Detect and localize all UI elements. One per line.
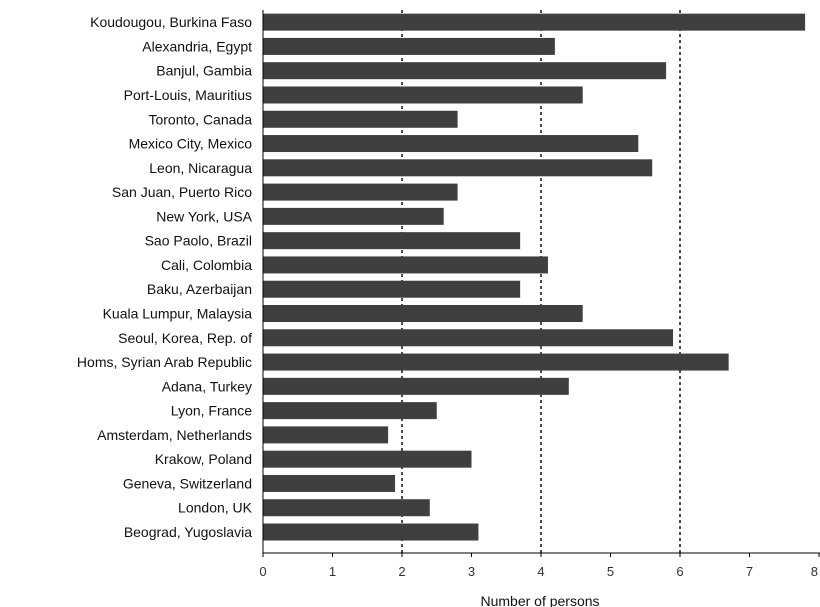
- x-tick-label-1: 1: [329, 564, 336, 579]
- x-tick-label-0: 0: [259, 564, 266, 579]
- x-tick-label-6: 6: [676, 564, 683, 579]
- category-label-4: Toronto, Canada: [148, 111, 252, 127]
- x-tick-label-3: 3: [468, 564, 475, 579]
- x-tick-labels: 0 1 2 3 4 5 6 7 8: [259, 553, 820, 579]
- category-label-17: Amsterdam, Netherlands: [97, 427, 252, 443]
- category-label-21: Beograd, Yugoslavia: [124, 524, 252, 540]
- bar-3: [263, 86, 583, 104]
- bar-5: [263, 135, 639, 153]
- x-axis-title: Number of persons: [480, 593, 599, 607]
- category-label-6: Leon, Nicaragua: [149, 160, 252, 176]
- category-label-9: Sao Paolo, Brazil: [145, 233, 252, 249]
- category-label-12: Kuala Lumpur, Malaysia: [103, 306, 253, 322]
- category-label-14: Homs, Syrian Arab Republic: [77, 354, 252, 370]
- bar-17: [263, 426, 389, 444]
- category-label-20: London, UK: [178, 500, 253, 516]
- x-tick-label-4: 4: [537, 564, 544, 579]
- bar-7: [263, 183, 458, 201]
- category-label-19: Geneva, Switzerland: [123, 475, 252, 491]
- bar-4: [263, 110, 458, 128]
- category-label-1: Alexandria, Egypt: [142, 38, 252, 54]
- bar-10: [263, 256, 548, 274]
- x-tick-label-7: 7: [746, 564, 753, 579]
- category-labels: Koudougou, Burkina Faso Alexandria, Egypt…: [77, 14, 253, 540]
- category-label-16: Lyon, France: [171, 403, 252, 419]
- category-label-8: New York, USA: [156, 208, 252, 224]
- category-label-10: Cali, Colombia: [161, 257, 252, 273]
- category-label-13: Seoul, Korea, Rep. of: [118, 330, 252, 346]
- x-tick-label-5: 5: [607, 564, 614, 579]
- category-label-5: Mexico City, Mexico: [129, 136, 253, 152]
- x-tick-label-2: 2: [398, 564, 405, 579]
- category-label-0: Koudougou, Burkina Faso: [90, 14, 252, 30]
- bar-11: [263, 280, 521, 298]
- category-label-2: Banjul, Gambia: [156, 63, 252, 79]
- bar-15: [263, 377, 569, 395]
- bar-6: [263, 159, 653, 177]
- bars: [263, 13, 806, 541]
- bar-12: [263, 305, 583, 322]
- bar-20: [263, 499, 430, 517]
- bar-2: [263, 62, 667, 80]
- bar-14: [263, 353, 729, 371]
- bar-16: [263, 402, 437, 420]
- category-label-15: Adana, Turkey: [162, 378, 252, 394]
- bar-19: [263, 474, 396, 492]
- category-label-7: San Juan, Puerto Rico: [112, 184, 252, 200]
- category-label-11: Baku, Azerbaijan: [147, 281, 252, 297]
- bar-18: [263, 450, 472, 468]
- bar-8: [263, 207, 444, 225]
- category-label-18: Krakow, Poland: [155, 451, 252, 467]
- x-tick-label-8: 8: [811, 564, 818, 579]
- bar-13: [263, 329, 674, 347]
- bar-0: [263, 13, 806, 31]
- category-label-3: Port-Louis, Mauritius: [124, 87, 252, 103]
- bar-21: [263, 523, 479, 541]
- bar-1: [263, 37, 555, 55]
- bar-9: [263, 232, 521, 250]
